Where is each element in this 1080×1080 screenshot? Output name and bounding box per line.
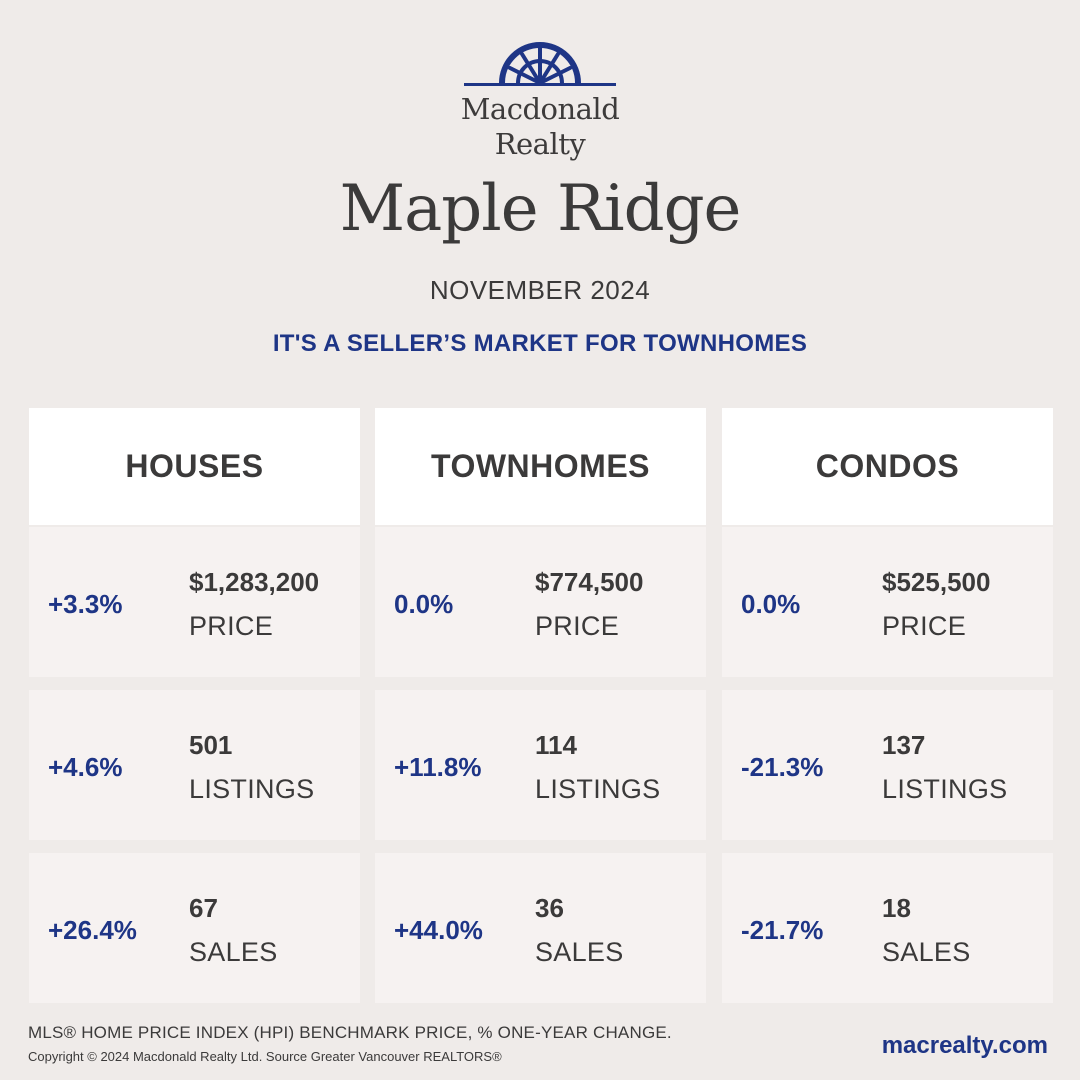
column-header-houses: HOUSES [29, 408, 360, 525]
stat-value: 67 [189, 893, 218, 923]
stat-label: SALES [535, 937, 624, 967]
stat-change: 0.0% [394, 589, 454, 619]
column-header-townhomes: TOWNHOMES [375, 408, 706, 525]
stat-label: PRICE [882, 611, 967, 641]
stat-change: +4.6% [48, 752, 123, 782]
stat-card-houses-listings: +4.6% 501 LISTINGS [29, 690, 360, 840]
report-month: NOVEMBER 2024 [429, 275, 651, 305]
stat-value: 114 [535, 730, 577, 760]
stat-value: $525,500 [882, 567, 991, 597]
stat-card-condos-price: 0.0% $525,500 PRICE [722, 527, 1053, 677]
stat-label: SALES [882, 937, 971, 967]
stat-change: +26.4% [48, 915, 137, 945]
market-headline: IT'S A SELLER’S MARKET FOR TOWNHOMES [272, 330, 808, 357]
page-title: Maple Ridge [339, 172, 742, 246]
stat-change: -21.7% [741, 915, 824, 945]
stat-change: +3.3% [48, 589, 123, 619]
stat-card-houses-sales: +26.4% 67 SALES [29, 853, 360, 1003]
copyright: Copyright © 2024 Macdonald Realty Ltd. S… [28, 1049, 502, 1064]
footnote: MLS® HOME PRICE INDEX (HPI) BENCHMARK PR… [28, 1023, 672, 1042]
column-header-condos: CONDOS [722, 408, 1053, 525]
sunburst-arch-icon [464, 42, 616, 86]
stat-change: -21.3% [741, 752, 824, 782]
logo-text-macdonald: Macdonald [460, 92, 620, 126]
stat-label: LISTINGS [882, 774, 1008, 804]
stat-label: LISTINGS [535, 774, 661, 804]
stat-change: +11.8% [394, 752, 482, 782]
stat-card-townhomes-listings: +11.8% 114 LISTINGS [375, 690, 706, 840]
stat-card-condos-listings: -21.3% 137 LISTINGS [722, 690, 1053, 840]
stat-label: SALES [189, 937, 278, 967]
stat-value: 18 [882, 893, 911, 923]
stat-value: 36 [535, 893, 564, 923]
stat-label: LISTINGS [189, 774, 315, 804]
stat-value: 501 [189, 730, 233, 760]
stat-value: 137 [882, 730, 926, 760]
stat-value: $774,500 [535, 567, 644, 597]
stat-change: +44.0% [394, 915, 483, 945]
stat-card-houses-price: +3.3% $1,283,200 PRICE [29, 527, 360, 677]
stat-label: PRICE [189, 611, 274, 641]
website-link[interactable]: macrealty.com [881, 1032, 1048, 1059]
logo-text-realty: Realty [494, 127, 586, 161]
brand-logo: Macdonald Realty [440, 38, 640, 163]
stat-label: PRICE [535, 611, 620, 641]
stat-value: $1,283,200 [189, 567, 320, 597]
stat-card-townhomes-sales: +44.0% 36 SALES [375, 853, 706, 1003]
stat-card-condos-sales: -21.7% 18 SALES [722, 853, 1053, 1003]
stat-card-townhomes-price: 0.0% $774,500 PRICE [375, 527, 706, 677]
stat-change: 0.0% [741, 589, 801, 619]
